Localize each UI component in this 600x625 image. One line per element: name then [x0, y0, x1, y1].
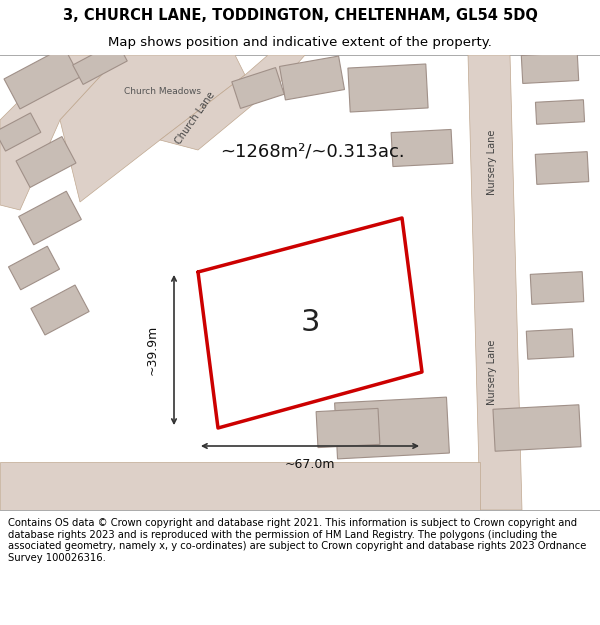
Polygon shape	[280, 56, 344, 100]
Polygon shape	[391, 129, 453, 166]
Polygon shape	[73, 41, 127, 84]
Polygon shape	[4, 47, 80, 109]
Polygon shape	[316, 408, 380, 447]
Text: Contains OS data © Crown copyright and database right 2021. This information is : Contains OS data © Crown copyright and d…	[8, 518, 586, 563]
Polygon shape	[348, 64, 428, 112]
Text: Church Meadows: Church Meadows	[124, 88, 200, 96]
Polygon shape	[60, 55, 245, 202]
Text: 3, CHURCH LANE, TODDINGTON, CHELTENHAM, GL54 5DQ: 3, CHURCH LANE, TODDINGTON, CHELTENHAM, …	[62, 8, 538, 23]
Polygon shape	[535, 152, 589, 184]
Text: ~1268m²/~0.313ac.: ~1268m²/~0.313ac.	[220, 143, 404, 161]
Polygon shape	[31, 285, 89, 335]
Polygon shape	[8, 246, 59, 290]
Text: Nursery Lane: Nursery Lane	[487, 129, 497, 195]
Text: ~67.0m: ~67.0m	[285, 458, 335, 471]
Polygon shape	[335, 397, 449, 459]
Polygon shape	[160, 55, 305, 150]
Text: ~39.9m: ~39.9m	[146, 325, 158, 375]
Polygon shape	[0, 55, 120, 210]
Text: Nursery Lane: Nursery Lane	[487, 339, 497, 405]
Polygon shape	[535, 100, 584, 124]
Polygon shape	[521, 52, 578, 84]
Polygon shape	[526, 329, 574, 359]
Polygon shape	[493, 405, 581, 451]
Polygon shape	[0, 462, 480, 510]
Polygon shape	[19, 191, 82, 245]
Text: Map shows position and indicative extent of the property.: Map shows position and indicative extent…	[108, 36, 492, 49]
Polygon shape	[232, 68, 284, 108]
Polygon shape	[530, 272, 584, 304]
Polygon shape	[16, 136, 76, 188]
Text: 3: 3	[300, 308, 320, 337]
Polygon shape	[0, 113, 41, 151]
Polygon shape	[468, 55, 522, 510]
Text: Church Lane: Church Lane	[173, 90, 217, 146]
